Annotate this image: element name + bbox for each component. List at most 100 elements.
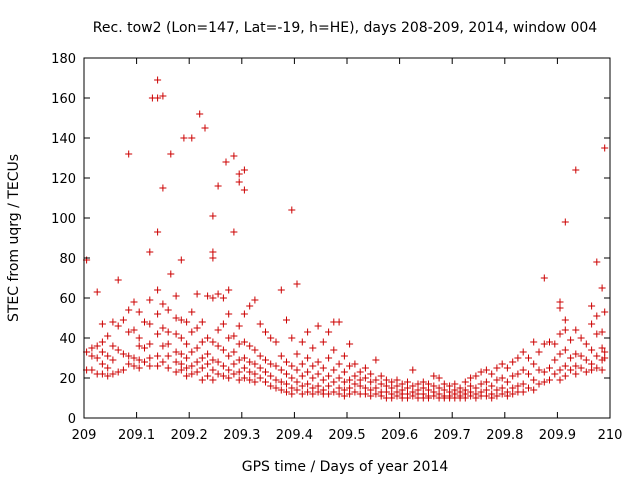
data-point — [277, 378, 285, 386]
data-point — [335, 318, 343, 326]
data-point — [477, 380, 485, 388]
data-point — [125, 328, 133, 336]
data-point — [298, 338, 306, 346]
data-point — [525, 370, 532, 378]
data-point — [93, 342, 101, 350]
data-point — [209, 248, 217, 256]
data-point — [514, 354, 522, 362]
data-point — [561, 362, 569, 370]
data-point — [240, 186, 248, 194]
data-point — [98, 360, 106, 368]
data-point — [219, 294, 227, 302]
data-point — [267, 334, 275, 342]
data-point — [104, 332, 112, 340]
data-point — [219, 372, 227, 380]
data-point — [335, 390, 343, 398]
data-point — [419, 378, 427, 386]
data-point — [167, 150, 175, 158]
data-point — [114, 276, 122, 284]
data-point — [340, 368, 348, 376]
data-point — [177, 360, 185, 368]
data-point — [277, 366, 285, 374]
data-point — [214, 358, 222, 366]
data-point — [219, 362, 227, 370]
data-point — [530, 386, 538, 394]
data-point — [388, 394, 396, 402]
data-point — [309, 374, 317, 382]
data-point — [109, 318, 117, 326]
y-tick-label: 160 — [51, 92, 76, 107]
data-point — [246, 358, 254, 366]
data-point — [164, 364, 172, 372]
data-point — [461, 394, 469, 402]
data-point — [488, 394, 496, 402]
data-point — [525, 384, 532, 392]
data-point — [219, 346, 227, 354]
data-point — [425, 386, 432, 394]
data-point — [601, 348, 609, 356]
x-tick-label: 209.8 — [486, 428, 523, 443]
data-point — [577, 364, 585, 372]
data-point — [330, 378, 338, 386]
data-point — [577, 352, 585, 360]
data-point — [593, 258, 601, 266]
data-point — [540, 340, 548, 348]
data-point — [251, 360, 259, 368]
data-points — [83, 76, 609, 402]
data-point — [514, 382, 522, 390]
data-point — [154, 286, 162, 294]
data-point — [188, 308, 196, 316]
data-point — [493, 364, 501, 372]
data-point — [256, 320, 264, 328]
data-point — [198, 338, 206, 346]
data-point — [104, 352, 112, 360]
data-point — [425, 394, 432, 402]
data-point — [361, 374, 369, 382]
data-point — [225, 374, 233, 382]
data-point — [309, 390, 317, 398]
data-point — [572, 350, 580, 358]
data-point — [146, 320, 154, 328]
data-point — [493, 376, 501, 384]
data-point — [198, 354, 206, 362]
data-point — [251, 296, 259, 304]
data-point — [340, 352, 348, 360]
data-point — [561, 218, 569, 226]
data-point — [172, 348, 180, 356]
data-point — [440, 380, 448, 388]
data-point — [125, 306, 133, 314]
data-point — [367, 378, 375, 386]
data-point — [430, 382, 438, 390]
x-tick-label: 209.3 — [223, 428, 260, 443]
data-point — [159, 92, 167, 100]
data-point — [304, 328, 312, 336]
data-point — [309, 362, 317, 370]
data-point — [164, 328, 172, 336]
data-point — [540, 378, 548, 386]
data-point — [425, 380, 432, 388]
data-point — [240, 338, 248, 346]
x-tick-label: 209.2 — [171, 428, 208, 443]
data-point — [340, 378, 348, 386]
data-point — [104, 364, 112, 372]
data-point — [309, 384, 317, 392]
data-point — [146, 248, 154, 256]
data-point — [503, 378, 511, 386]
data-point — [183, 354, 191, 362]
x-axis: 209 209.1 209.2 209.3 209.4 209.5 209.6 209.7 20… — [72, 58, 622, 443]
y-tick-label: 120 — [51, 172, 76, 187]
data-point — [598, 366, 606, 374]
data-point — [409, 382, 417, 390]
data-point — [193, 324, 201, 332]
data-point — [272, 376, 280, 384]
data-point — [288, 334, 296, 342]
data-point — [546, 338, 553, 346]
data-point — [325, 390, 333, 398]
data-point — [304, 368, 312, 376]
data-point — [367, 386, 375, 394]
data-point — [488, 370, 496, 378]
data-point — [209, 376, 217, 384]
data-point — [304, 354, 312, 362]
data-point — [561, 372, 569, 380]
data-point — [125, 360, 133, 368]
